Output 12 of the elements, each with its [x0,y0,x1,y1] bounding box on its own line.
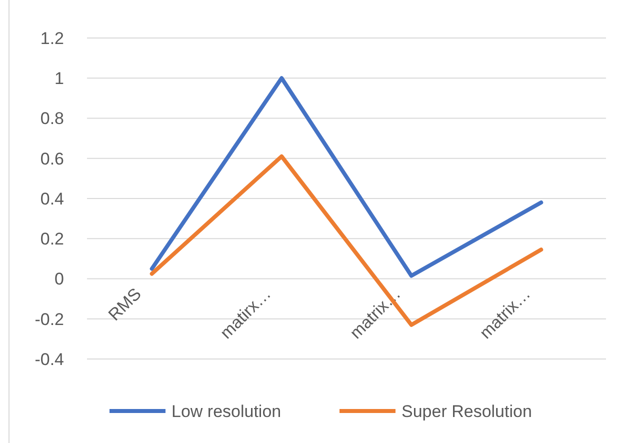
y-tick-label: -0.2 [34,310,64,329]
y-tick-label: 0.2 [40,230,64,249]
y-tick-label: 1 [54,69,64,88]
legend-label: Super Resolution [402,402,532,421]
y-tick-label: 0.6 [40,149,64,168]
y-tick-label: 0.4 [40,189,64,208]
y-tick-label: 0.8 [40,109,64,128]
legend-label: Low resolution [172,402,282,421]
line-series [150,76,544,278]
y-tick-label: 1.2 [40,28,64,48]
y-tick-label: 0 [54,270,64,289]
y-tick-label: -0.4 [34,350,64,369]
